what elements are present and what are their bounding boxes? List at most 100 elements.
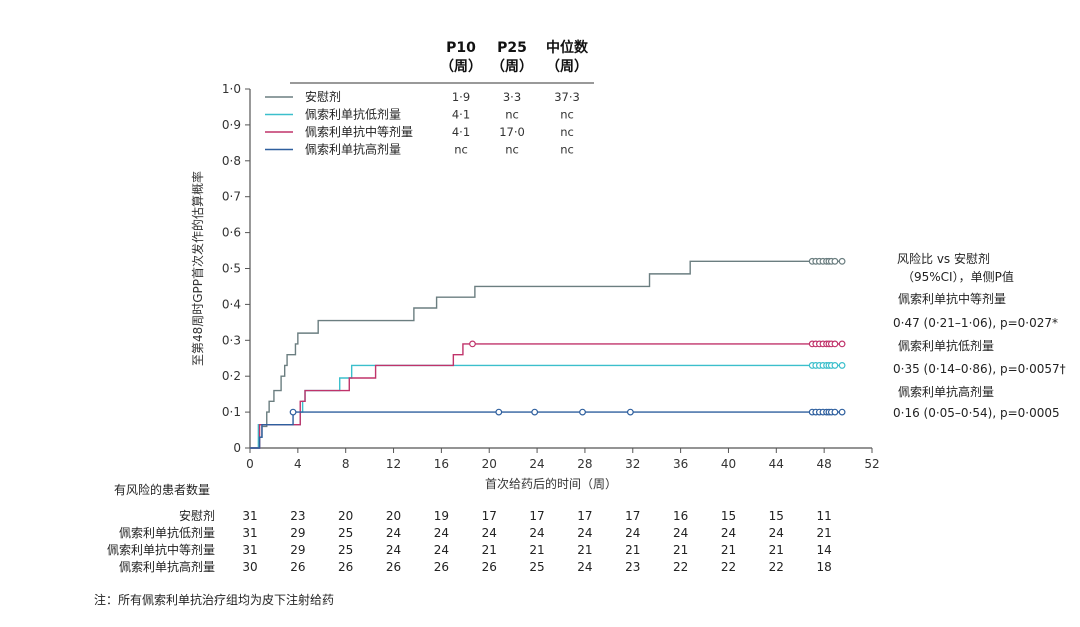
footnote: 注：所有佩索利单抗治疗组均为皮下注射给药 xyxy=(94,592,334,607)
censor-marker xyxy=(469,340,476,348)
y-tick-label: 0·3 xyxy=(222,333,241,347)
at-risk-cell: 24 xyxy=(434,526,449,540)
y-tick-label: 0·1 xyxy=(222,405,241,419)
at-risk-cell: 25 xyxy=(338,526,353,540)
x-tick-label: 8 xyxy=(342,457,350,471)
at-risk-cell: 24 xyxy=(577,526,592,540)
at-risk-cell: 22 xyxy=(673,560,688,574)
at-risk-cell: 26 xyxy=(290,560,305,574)
legend-cell: 17·0 xyxy=(499,125,525,139)
legend-header-unit: （周） xyxy=(491,59,533,75)
y-tick-label: 1·0 xyxy=(222,82,241,96)
x-tick-label: 28 xyxy=(577,457,592,471)
at-risk-cell: 20 xyxy=(386,509,401,523)
at-risk-cell: 21 xyxy=(529,543,544,557)
hr-label: 佩索利单抗中等剂量 xyxy=(898,291,1006,306)
x-tick-label: 44 xyxy=(769,457,784,471)
legend-label: 安慰剂 xyxy=(305,89,341,104)
hr-subtitle: （95%CI），单侧P值 xyxy=(902,269,1014,284)
x-tick-label: 52 xyxy=(864,457,879,471)
legend-cell: nc xyxy=(560,125,574,139)
censor-marker xyxy=(579,408,586,416)
at-risk-cell: 29 xyxy=(290,526,305,540)
at-risk-cell: 24 xyxy=(482,526,497,540)
at-risk-cell: 30 xyxy=(242,560,257,574)
legend-header-unit: （周） xyxy=(546,59,588,75)
at-risk-cell: 15 xyxy=(769,509,784,523)
censor-marker xyxy=(838,340,846,348)
at-risk-cell: 26 xyxy=(482,560,497,574)
at-risk-cell: 21 xyxy=(673,543,688,557)
legend-cell: nc xyxy=(505,108,519,122)
at-risk-row-label: 佩索利单抗高剂量 xyxy=(119,559,215,574)
at-risk-cell: 24 xyxy=(625,526,640,540)
legend-cell: nc xyxy=(505,143,519,157)
at-risk-cell: 17 xyxy=(482,509,497,523)
legend-cell: 37·3 xyxy=(554,90,580,104)
at-risk-cell: 11 xyxy=(817,509,832,523)
censor-marker xyxy=(626,408,634,416)
y-tick-label: 0·6 xyxy=(222,226,241,240)
at-risk-cell: 22 xyxy=(769,560,784,574)
at-risk-cell: 19 xyxy=(434,509,449,523)
y-tick-label: 0·7 xyxy=(222,190,241,204)
legend-cell: nc xyxy=(560,143,574,157)
x-tick-label: 48 xyxy=(817,457,832,471)
at-risk-cell: 24 xyxy=(386,526,401,540)
hr-value: 0·35 (0·14–0·86), p=0·0057† xyxy=(893,362,1066,376)
at-risk-cell: 24 xyxy=(434,543,449,557)
hr-value: 0·16 (0·05–0·54), p=0·0005 xyxy=(893,406,1060,420)
at-risk-cell: 25 xyxy=(529,560,544,574)
at-risk-cell: 24 xyxy=(577,560,592,574)
at-risk-cell: 24 xyxy=(529,526,544,540)
legend-cell: 1·9 xyxy=(452,90,470,104)
censor-marker xyxy=(831,257,839,265)
legend-header: 中位数 xyxy=(546,39,589,56)
at-risk-cell: 24 xyxy=(673,526,688,540)
at-risk-cell: 25 xyxy=(338,543,353,557)
series-line-2 xyxy=(250,364,843,449)
at-risk-cell: 31 xyxy=(242,526,257,540)
at-risk-cell: 29 xyxy=(290,543,305,557)
axes: 0 4 8 12 16 20 24 28 32 36 40 44 48 5200·10·20·30·40·… xyxy=(190,82,880,491)
at-risk-cell: 21 xyxy=(817,526,832,540)
at-risk-cell: 22 xyxy=(721,560,736,574)
at-risk-cell: 23 xyxy=(290,509,305,523)
hr-label: 佩索利单抗高剂量 xyxy=(898,384,994,399)
at-risk-row-label: 佩索利单抗低剂量 xyxy=(119,525,215,540)
legend-label: 佩索利单抗高剂量 xyxy=(305,142,401,157)
legend-cell: 4·1 xyxy=(452,108,470,122)
legend-header-unit: （周） xyxy=(440,59,482,75)
at-risk-cell: 21 xyxy=(769,543,784,557)
x-axis-label: 首次给药后的时间（周） xyxy=(485,476,617,491)
at-risk-cell: 20 xyxy=(338,509,353,523)
censor-marker xyxy=(831,408,839,416)
at-risk-cell: 26 xyxy=(338,560,353,574)
censor-marker xyxy=(838,408,846,416)
hr-value: 0·47 (0·21–1·06), p=0·027* xyxy=(893,316,1058,330)
legend-cell: 3·3 xyxy=(503,90,521,104)
x-tick-label: 16 xyxy=(434,457,449,471)
series-line-4 xyxy=(250,411,843,449)
censor-marker xyxy=(831,362,839,369)
x-tick-label: 40 xyxy=(721,457,736,471)
x-tick-label: 4 xyxy=(294,457,302,471)
at-risk-cell: 26 xyxy=(434,560,449,574)
y-tick-label: 0·2 xyxy=(222,369,241,383)
hr-label: 佩索利单抗低剂量 xyxy=(898,338,994,353)
censor-marker xyxy=(289,408,297,416)
at-risk-cell: 16 xyxy=(673,509,688,523)
at-risk-cell: 23 xyxy=(625,560,640,574)
at-risk-cell: 17 xyxy=(625,509,640,523)
legend-header: P10 xyxy=(446,40,476,56)
legend-label: 佩索利单抗低剂量 xyxy=(305,107,401,122)
x-tick-label: 24 xyxy=(529,457,544,471)
at-risk-cell: 24 xyxy=(721,526,736,540)
series-line-1 xyxy=(250,260,843,449)
at-risk-cell: 14 xyxy=(817,543,832,557)
censor-marker xyxy=(831,340,839,348)
legend-header: P25 xyxy=(497,40,527,56)
y-tick-label: 0·4 xyxy=(222,297,241,311)
